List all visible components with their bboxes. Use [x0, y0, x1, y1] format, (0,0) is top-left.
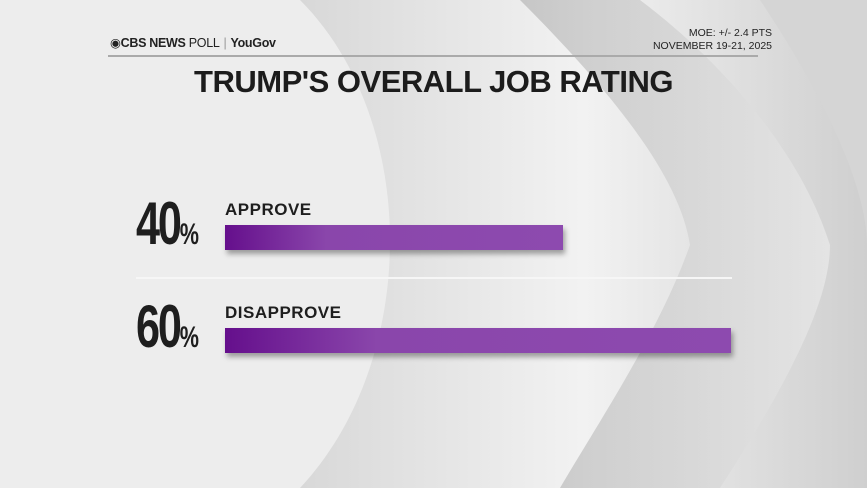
- row-divider: [136, 277, 732, 279]
- percent-sign: %: [179, 218, 199, 251]
- value-label: 40%: [136, 189, 199, 258]
- poll-label: POLL: [188, 36, 220, 50]
- percent-sign: %: [179, 321, 199, 354]
- brand-name: CBS NEWS: [120, 36, 186, 50]
- value-label: 60%: [136, 292, 199, 361]
- category-label: DISAPPROVE: [225, 303, 342, 322]
- poll-dates: NOVEMBER 19-21, 2025: [652, 40, 772, 52]
- chart-title: TRUMP'S OVERALL JOB RATING: [194, 64, 673, 99]
- poll-meta: MOE: +/- 2.4 PTS NOVEMBER 19-21, 2025: [653, 27, 772, 53]
- margin-of-error: MOE: +/- 2.4 PTS: [688, 27, 772, 39]
- cbs-eye-icon: ◉: [110, 36, 121, 50]
- cbs-news-poll-logo: ◉CBS NEWS POLL | YouGov: [110, 36, 276, 50]
- header-rule: [108, 55, 758, 57]
- value-number: 60: [136, 293, 182, 360]
- value-number: 40: [136, 190, 182, 257]
- bar-disapprove: [225, 328, 732, 353]
- partner-logo: YouGov: [230, 36, 276, 50]
- bar-approve: [225, 225, 563, 250]
- category-label: APPROVE: [225, 200, 312, 219]
